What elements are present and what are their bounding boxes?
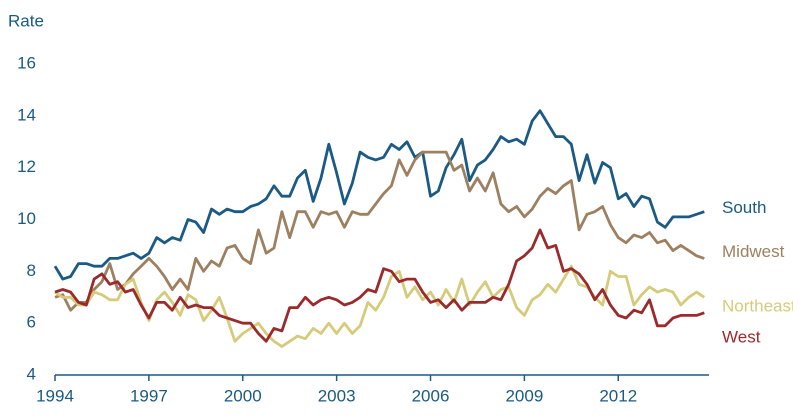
- y-tick-label: 4: [27, 364, 36, 383]
- series-label: West: [722, 327, 761, 346]
- y-tick-label: 14: [17, 105, 36, 124]
- series-label: Midwest: [722, 242, 785, 261]
- y-tick-label: 10: [17, 209, 36, 228]
- y-axis-label: Rate: [8, 11, 44, 30]
- y-tick-label: 16: [17, 53, 36, 72]
- x-tick-label: 2009: [505, 386, 543, 405]
- x-tick-label: 2012: [599, 386, 637, 405]
- series-line: [54, 150, 705, 312]
- series-label: South: [722, 198, 766, 217]
- series-line: [53, 109, 705, 281]
- y-tick-label: 12: [17, 157, 36, 176]
- x-tick-label: 2006: [412, 386, 450, 405]
- series-label: Northeast: [722, 297, 793, 316]
- x-tick-label: 1994: [36, 386, 74, 405]
- series-line: [54, 228, 705, 343]
- x-tick-label: 2000: [224, 386, 262, 405]
- y-tick-label: 6: [27, 313, 36, 332]
- x-tick-label: 1997: [130, 386, 168, 405]
- y-tick-label: 8: [27, 261, 36, 280]
- x-tick-label: 2003: [318, 386, 356, 405]
